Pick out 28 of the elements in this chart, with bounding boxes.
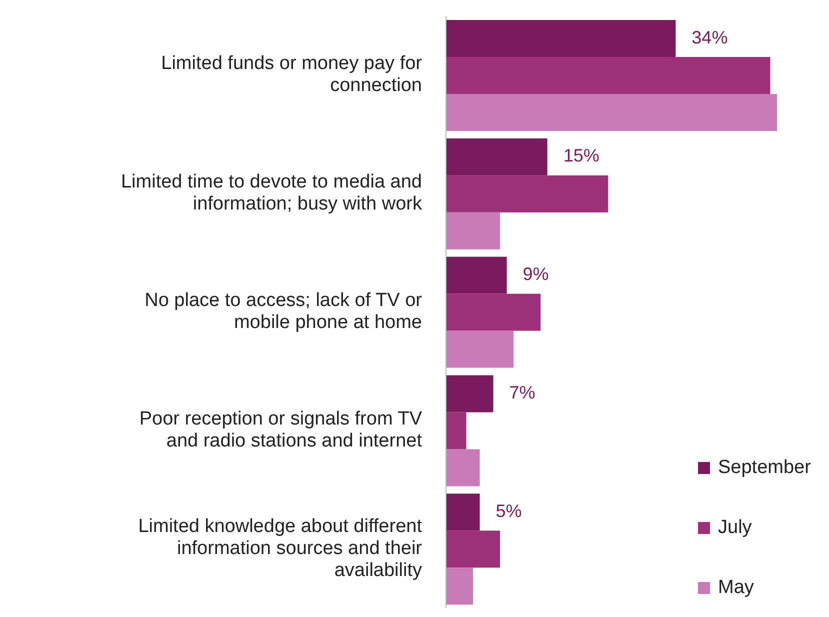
- bar: [446, 375, 494, 412]
- bar: [446, 94, 777, 131]
- y-tick-label: Limited time to devote to media and information; busy with work: [120, 172, 422, 215]
- data-label: 7%: [509, 382, 536, 402]
- bar: [446, 568, 474, 605]
- bar: [446, 175, 608, 212]
- legend-label: July: [718, 517, 752, 539]
- bar: [446, 294, 541, 331]
- y-tick-label: No place to access; lack of TV or mobile phone at home: [144, 290, 423, 334]
- y-tick-label: Limited funds or money pay for connection: [161, 53, 423, 96]
- data-label: 34%: [692, 27, 728, 48]
- bar: [446, 330, 514, 368]
- data-label: 15%: [563, 146, 600, 166]
- y-tick-label: Limited knowledge about different information sources and their availability: [138, 516, 423, 581]
- bar: [446, 20, 676, 57]
- bar: [446, 494, 480, 531]
- y-tick-label: Poor reception or signals from TV and radio stations and internet: [139, 408, 423, 452]
- bar: [446, 449, 480, 486]
- legend-label: May: [718, 577, 754, 599]
- data-label: 5%: [496, 500, 522, 521]
- bar: [446, 530, 500, 568]
- bar: [446, 256, 507, 294]
- bar: [446, 57, 770, 94]
- bar: [446, 212, 500, 250]
- legend-label: September: [718, 457, 811, 479]
- data-label: 9%: [522, 264, 549, 284]
- bar: [446, 138, 548, 176]
- bar: [446, 412, 466, 450]
